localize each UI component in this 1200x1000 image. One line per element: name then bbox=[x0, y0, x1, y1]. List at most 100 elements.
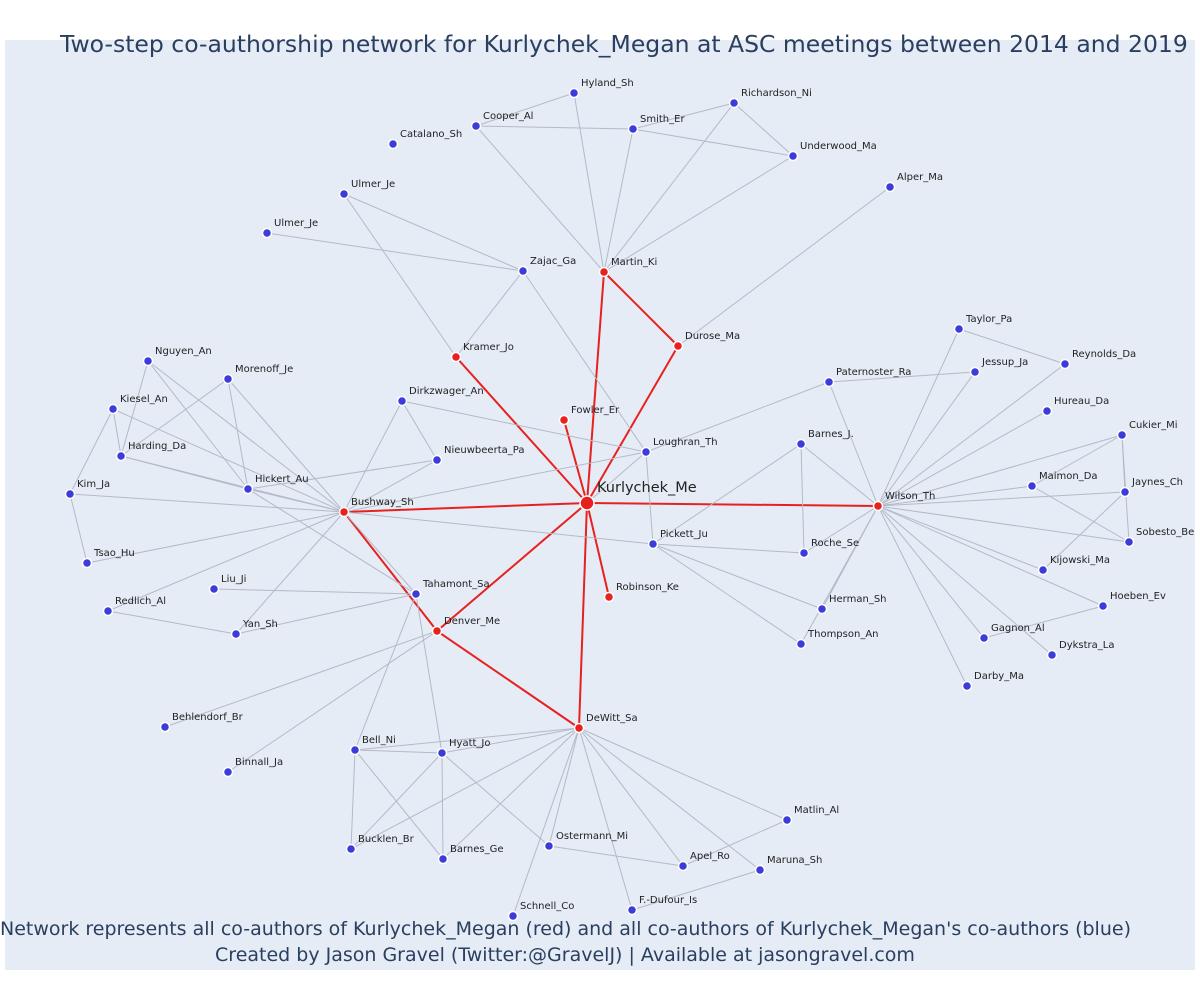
edge-bushway-sh-kim-ja bbox=[69, 493, 345, 513]
node-label-catalano-sh: Catalano_Sh bbox=[400, 129, 462, 140]
node-jessup-ja[interactable] bbox=[969, 366, 981, 378]
edge-smith-er-underwood-ma bbox=[632, 128, 794, 157]
node-kiesel-an[interactable] bbox=[107, 403, 119, 415]
node-hyland-sh[interactable] bbox=[568, 87, 580, 99]
edge-hyatt-jo-ostermann-mi bbox=[441, 752, 550, 847]
node-kijowski-ma[interactable] bbox=[1037, 564, 1049, 576]
node-ostermann-mi[interactable] bbox=[543, 840, 555, 852]
node-label-jaynes-ch: Jaynes_Ch bbox=[1131, 477, 1183, 488]
edge-pickett-ju-thompson-an bbox=[652, 543, 802, 645]
node-hureau-da[interactable] bbox=[1041, 405, 1053, 417]
node-taylor-pa[interactable] bbox=[953, 323, 965, 335]
node-kurlychek-me[interactable] bbox=[579, 495, 595, 511]
node-tsao-hu[interactable] bbox=[81, 557, 93, 569]
node-label-hyland-sh: Hyland_Sh bbox=[581, 78, 634, 89]
edge-tahamont-sa-bell-ni bbox=[354, 593, 417, 751]
node-liu-ji[interactable] bbox=[208, 583, 220, 595]
node-label-bushway-sh: Bushway_Sh bbox=[351, 497, 414, 508]
node-barnes-j[interactable] bbox=[795, 438, 807, 450]
node-nguyen-an[interactable] bbox=[142, 355, 154, 367]
edge-wilson-th-cukier-mi bbox=[877, 434, 1123, 507]
edge-dewitt-sa-f-dufour-is bbox=[578, 727, 633, 911]
node-ulmer-je[interactable] bbox=[338, 188, 350, 200]
node-morenoff-je[interactable] bbox=[222, 373, 234, 385]
node-yan-sh[interactable] bbox=[230, 628, 242, 640]
node-label-barnes-j: Barnes_J. bbox=[808, 429, 854, 440]
node-herman-sh[interactable] bbox=[816, 603, 828, 615]
node-bell-ni[interactable] bbox=[349, 744, 361, 756]
node-label-yan-sh: Yan_Sh bbox=[242, 619, 278, 630]
edge-tahamont-sa-liu-ji bbox=[213, 588, 417, 595]
node-jaynes-ch[interactable] bbox=[1119, 486, 1131, 498]
node-pickett-ju[interactable] bbox=[647, 538, 659, 550]
node-label-schnell-co: Schnell_Co bbox=[520, 901, 574, 912]
node-thompson-an[interactable] bbox=[795, 638, 807, 650]
node-wilson-th[interactable] bbox=[872, 500, 884, 512]
node-binnall-ja[interactable] bbox=[222, 766, 234, 778]
node-cooper-al[interactable] bbox=[470, 120, 482, 132]
node-richardson-ni[interactable] bbox=[728, 97, 740, 109]
node-hickert-au[interactable] bbox=[242, 483, 254, 495]
edge-kurlychek-me-dewitt-sa bbox=[578, 502, 588, 729]
node-label-ostermann-mi: Ostermann_Mi bbox=[556, 831, 628, 842]
edge-dewitt-sa-barnes-ge bbox=[442, 727, 580, 860]
node-gagnon-al[interactable] bbox=[978, 632, 990, 644]
edge-bushway-sh-morenoff-je bbox=[227, 378, 345, 513]
node-durose-ma[interactable] bbox=[672, 340, 684, 352]
node-maruna-sh[interactable] bbox=[754, 864, 766, 876]
node-nieuwbeerta-pa[interactable] bbox=[431, 454, 443, 466]
edges-layer bbox=[69, 92, 1130, 917]
nodes-layer bbox=[64, 87, 1135, 922]
edge-wilson-th-barnes-j bbox=[800, 443, 879, 507]
node-catalano-sh[interactable] bbox=[387, 138, 399, 150]
node-label-ulmer-je: Ulmer_Je bbox=[274, 218, 318, 229]
node-smith-er[interactable] bbox=[627, 123, 639, 135]
node-martin-ki[interactable] bbox=[598, 266, 610, 278]
node-dewitt-sa[interactable] bbox=[573, 722, 585, 734]
node-fowler-er[interactable] bbox=[558, 414, 570, 426]
node-paternoster-ra[interactable] bbox=[823, 376, 835, 388]
node-schnell-co[interactable] bbox=[507, 910, 519, 922]
node-harding-da[interactable] bbox=[115, 450, 127, 462]
node-underwood-ma[interactable] bbox=[787, 150, 799, 162]
node-maimon-da[interactable] bbox=[1026, 480, 1038, 492]
node-hyatt-jo[interactable] bbox=[436, 747, 448, 759]
node-darby-ma[interactable] bbox=[961, 680, 973, 692]
node-bushway-sh[interactable] bbox=[338, 506, 350, 518]
node-zajac-ga[interactable] bbox=[517, 265, 529, 277]
edge-zajac-ga-loughran-th bbox=[522, 270, 647, 453]
node-denver-me[interactable] bbox=[431, 625, 443, 637]
node-matlin-al[interactable] bbox=[781, 814, 793, 826]
node-reynolds-da[interactable] bbox=[1059, 358, 1071, 370]
node-f-dufour-is[interactable] bbox=[626, 904, 638, 916]
node-robinson-ke[interactable] bbox=[603, 591, 615, 603]
node-tahamont-sa[interactable] bbox=[410, 588, 422, 600]
node-label-bucklen-br: Bucklen_Br bbox=[358, 834, 415, 845]
node-label-kurlychek-me: Kurlychek_Me bbox=[597, 480, 697, 496]
node-label-pickett-ju: Pickett_Ju bbox=[660, 529, 708, 540]
node-cukier-mi[interactable] bbox=[1116, 429, 1128, 441]
node-dykstra-la[interactable] bbox=[1046, 649, 1058, 661]
node-redlich-al[interactable] bbox=[102, 605, 114, 617]
node-hoeben-ev[interactable] bbox=[1097, 600, 1109, 612]
node-label-tahamont-sa: Tahamont_Sa bbox=[422, 579, 490, 590]
node-loughran-th[interactable] bbox=[640, 446, 652, 458]
node-kramer-jo[interactable] bbox=[450, 351, 462, 363]
node-barnes-ge[interactable] bbox=[437, 853, 449, 865]
node-kim-ja[interactable] bbox=[64, 488, 76, 500]
edge-dewitt-sa-hyatt-jo bbox=[441, 727, 580, 754]
node-sobesto-be[interactable] bbox=[1123, 536, 1135, 548]
node-bucklen-br[interactable] bbox=[345, 843, 357, 855]
node-roche-se[interactable] bbox=[798, 547, 810, 559]
node-alper-ma[interactable] bbox=[884, 181, 896, 193]
node-label-kim-ja: Kim_Ja bbox=[77, 479, 110, 490]
node-dirkzwager-an[interactable] bbox=[396, 395, 408, 407]
node-ulmer-je[interactable] bbox=[261, 227, 273, 239]
node-behlendorf-br[interactable] bbox=[159, 721, 171, 733]
edge-nguyen-an-harding-da bbox=[120, 360, 149, 457]
node-apel-ro[interactable] bbox=[677, 860, 689, 872]
edge-dewitt-sa-apel-ro bbox=[578, 727, 684, 867]
labels-layer: Kurlychek_Me Martin_Ki Durose_Ma Kramer_Jo F… bbox=[77, 78, 1194, 912]
node-label-thompson-an: Thompson_An bbox=[807, 629, 879, 640]
edge-wilson-th-roche-se bbox=[803, 505, 879, 554]
